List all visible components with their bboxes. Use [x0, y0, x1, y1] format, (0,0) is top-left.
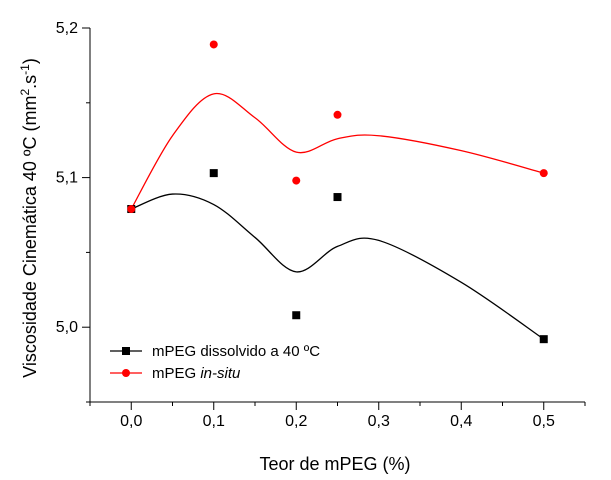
x-axis-title: Teor de mPEG (%) — [259, 454, 410, 474]
fit-curve-dissolvido — [131, 193, 545, 340]
legend-label-insitu: mPEG in-situ — [152, 365, 241, 382]
data-point-circle — [209, 40, 218, 49]
y-tick-label: 5,0 — [56, 319, 78, 336]
legend-label-dissolvido: mPEG dissolvido a 40 ºC — [152, 343, 320, 360]
data-point-square — [539, 335, 548, 344]
data-point-circle — [292, 176, 301, 185]
x-tick-label: 0,4 — [450, 413, 472, 430]
data-point-circle — [539, 169, 548, 178]
data-points — [127, 40, 548, 344]
data-point-square — [209, 169, 218, 178]
data-point-square — [333, 193, 342, 202]
fit-curve-insitu — [130, 92, 544, 210]
legend: mPEG dissolvido a 40 ºC mPEG in-situ — [110, 343, 320, 382]
data-point-square — [292, 311, 301, 320]
legend-marker-circle — [122, 369, 130, 377]
x-tick-label: 0,3 — [368, 413, 390, 430]
legend-marker-square — [122, 347, 130, 355]
x-tick-label: 0,1 — [203, 413, 225, 430]
x-tick-label: 0,5 — [533, 413, 555, 430]
x-tick-label: 0,2 — [285, 413, 307, 430]
x-axis-ticks: 0,0 0,1 0,2 0,3 0,4 0,5 — [89, 402, 586, 430]
y-tick-label: 5,1 — [56, 170, 78, 187]
y-tick-label: 5,2 — [56, 20, 78, 37]
x-tick-label: 0,0 — [120, 413, 142, 430]
fit-curves — [130, 92, 545, 340]
y-axis-ticks: 5,0 5,1 5,2 — [56, 20, 90, 403]
data-point-circle — [333, 110, 342, 119]
data-point-circle — [127, 205, 136, 214]
y-axis-title: Viscosidade Cinemática 40 ºC (mm2.s-1) — [18, 58, 40, 378]
